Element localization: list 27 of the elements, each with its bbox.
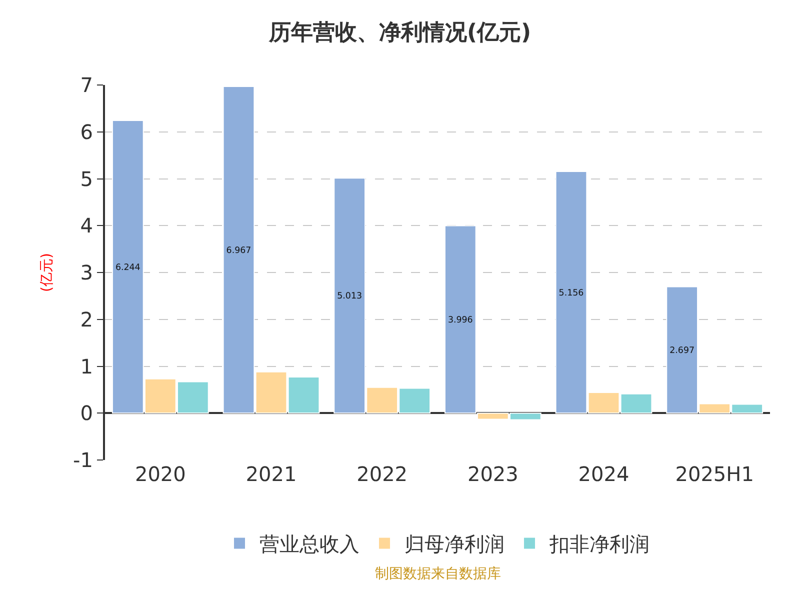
x-tick-label: 2023 (467, 462, 518, 486)
y-tick-label: 3 (80, 260, 93, 284)
data-label: 3.996 (448, 316, 473, 326)
data-label: 5.013 (337, 292, 362, 302)
y-tick-label: 4 (80, 214, 93, 238)
y-tick-label: -1 (73, 448, 93, 472)
y-tick-label: 1 (80, 354, 93, 378)
legend-label: 扣非净利润 (548, 532, 650, 556)
x-tick-label: 2021 (246, 462, 297, 486)
x-tick-label: 2022 (356, 462, 408, 486)
y-axis-title: (亿元) (39, 253, 56, 292)
y-tick-label: 2 (80, 307, 93, 332)
x-tick-label: 2025H1 (675, 462, 754, 486)
x-tick-label: 2020 (134, 462, 186, 486)
data-label: 6.967 (226, 246, 252, 256)
legend-label: 归母净利润 (404, 532, 504, 556)
y-tick-label: 5 (80, 166, 93, 191)
data-label: 5.156 (558, 288, 584, 298)
y-tick-label: 6 (80, 120, 93, 144)
data-label: 2.697 (670, 346, 695, 356)
legend-label: 营业总收入 (260, 532, 360, 556)
y-tick-label: 7 (80, 73, 93, 97)
chart-title: 历年营收、净利情况(亿元) (268, 20, 532, 46)
x-tick-label: 2024 (578, 462, 630, 486)
y-tick-label: 0 (80, 401, 93, 426)
data-label: 6.244 (115, 262, 141, 273)
text: 制图数据来自数据库 (375, 566, 501, 582)
